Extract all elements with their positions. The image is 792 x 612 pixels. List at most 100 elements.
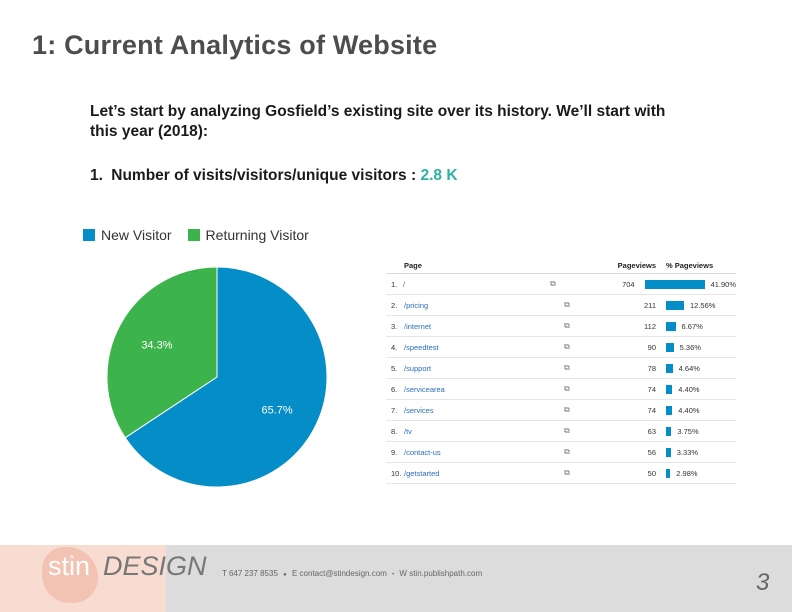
page-link[interactable]: /speedtest xyxy=(404,342,439,352)
legend-label-returning: Returning Visitor xyxy=(205,227,309,243)
table-row: 3. /internet ⧉ 112 6.67% xyxy=(386,316,736,337)
pageviews-value: 56 xyxy=(647,447,656,457)
pct-bar xyxy=(644,279,705,289)
pct-value: 2.98% xyxy=(676,468,698,478)
pageviews-value: 211 xyxy=(644,300,656,310)
bullet-separator-icon: ● xyxy=(283,572,287,578)
pct-value: 5.36% xyxy=(679,342,701,352)
pct-bar xyxy=(666,405,673,415)
visits-point: 1. Number of visits/visitors/unique visi… xyxy=(90,167,458,185)
table-body: 1. / ⧉ 704 41.90% 2. /pricing ⧉ 211 12.56% 3. /inte… xyxy=(386,274,736,484)
pct-bar xyxy=(666,342,674,352)
row-index: 7. xyxy=(391,405,398,415)
pct-bar xyxy=(666,300,684,310)
pct-value: 4.64% xyxy=(678,363,700,373)
pie-slice-new-visitor xyxy=(124,266,328,488)
page-link[interactable]: /tv xyxy=(404,426,412,436)
page-link[interactable]: /internet xyxy=(404,321,432,331)
open-link-icon[interactable]: ⧉ xyxy=(564,468,570,477)
pct-value: 3.75% xyxy=(677,426,699,436)
header-pct-pageviews: % Pageviews xyxy=(666,260,714,270)
intro-text: Let’s start by analyzing Gosfield’s exis… xyxy=(90,103,666,140)
open-link-icon[interactable]: ⧉ xyxy=(564,426,570,435)
pie-slice-returning-visitor xyxy=(106,266,218,439)
pie-label: 65.7% xyxy=(261,404,292,416)
logo-text-stin: stin xyxy=(48,551,91,581)
pct-bar xyxy=(666,426,672,436)
bullet-separator-icon: • xyxy=(392,572,395,578)
table-row: 1. / ⧉ 704 41.90% xyxy=(386,274,736,295)
table-row: 7. /services ⧉ 74 4.40% xyxy=(386,400,736,421)
table-row: 6. /servicearea ⧉ 74 4.40% xyxy=(386,379,736,400)
point-number: 1. xyxy=(90,167,103,184)
row-index: 6. xyxy=(391,384,398,394)
pct-value: 4.40% xyxy=(678,405,700,415)
table-header: Page Pageviews % Pageviews xyxy=(386,257,736,274)
row-index: 3. xyxy=(391,321,398,331)
page-link[interactable]: /getstarted xyxy=(404,468,440,478)
pct-value: 3.33% xyxy=(676,447,699,457)
open-link-icon[interactable]: ⧉ xyxy=(564,300,570,309)
row-index: 5. xyxy=(391,363,398,373)
table-row: 9. /contact-us ⧉ 56 3.33% xyxy=(386,442,736,463)
pct-bar xyxy=(666,468,671,478)
legend-item-returning: Returning Visitor xyxy=(187,227,309,243)
pageviews-value: 74 xyxy=(647,384,656,394)
row-index: 1. xyxy=(391,279,398,289)
contact-web: W stin.publishpath.com xyxy=(399,569,483,578)
row-index: 4. xyxy=(391,342,398,352)
contact-info: T 647 237 8535 ● E contact@stindesign.co… xyxy=(222,569,482,578)
header-pageviews: Pageviews xyxy=(617,260,656,270)
page-link[interactable]: /pricing xyxy=(404,300,429,310)
pageviews-value: 78 xyxy=(647,363,656,373)
legend-item-new: New Visitor xyxy=(83,227,172,243)
pct-value: 6.67% xyxy=(681,321,703,331)
table-row: 4. /speedtest ⧉ 90 5.36% xyxy=(386,337,736,358)
pct-bar xyxy=(666,447,671,457)
legend-label-new: New Visitor xyxy=(101,227,172,243)
open-link-icon[interactable]: ⧉ xyxy=(564,384,570,393)
contact-phone: T 647 237 8535 xyxy=(222,569,278,578)
page-link[interactable]: / xyxy=(402,279,406,289)
pct-value: 12.56% xyxy=(689,300,716,310)
open-link-icon[interactable]: ⧉ xyxy=(564,405,570,414)
open-link-icon[interactable]: ⧉ xyxy=(564,363,570,372)
table-row: 10./getstarted ⧉ 50 2.98% xyxy=(386,463,736,484)
legend-swatch-new xyxy=(83,229,95,241)
open-link-icon[interactable]: ⧉ xyxy=(564,447,570,456)
table-row: 8. /tv ⧉ 63 3.75% xyxy=(386,421,736,442)
pageviews-value: 50 xyxy=(647,468,656,478)
pie-label: 34.3% xyxy=(141,340,172,352)
header-page: Page xyxy=(404,260,422,270)
pageviews-value: 63 xyxy=(647,426,656,436)
page-link[interactable]: /services xyxy=(404,405,434,415)
page-number: 3 xyxy=(756,569,770,596)
pct-value: 4.40% xyxy=(678,384,700,394)
page-link[interactable]: /servicearea xyxy=(404,384,445,394)
pct-bar xyxy=(666,384,673,394)
table-row: 2. /pricing ⧉ 211 12.56% xyxy=(386,295,736,316)
page-link[interactable]: /support xyxy=(404,363,432,373)
row-index: 9. xyxy=(391,447,398,457)
row-index: 10. xyxy=(391,468,402,478)
pageviews-value: 74 xyxy=(647,405,656,415)
pct-bar xyxy=(666,321,676,331)
chart-legend: New Visitor Returning Visitor xyxy=(83,227,325,243)
page-title: 1: Current Analytics of Website xyxy=(32,30,438,60)
pageviews-value: 90 xyxy=(647,342,656,352)
point-value: 2.8 K xyxy=(420,167,458,184)
pct-value: 41.90% xyxy=(710,279,737,289)
row-index: 8. xyxy=(391,426,398,436)
page-link[interactable]: /contact-us xyxy=(404,447,441,457)
pageviews-value: 112 xyxy=(644,321,656,331)
point-label: Number of visits/visitors/unique visitor… xyxy=(111,167,417,184)
contact-email: E contact@stindesign.com xyxy=(292,569,387,578)
legend-swatch-returning xyxy=(187,229,200,241)
open-link-icon[interactable]: ⧉ xyxy=(550,279,556,288)
table-row: 5. /support ⧉ 78 4.64% xyxy=(386,358,736,379)
pct-bar xyxy=(666,363,673,373)
footer: stin DESIGN T 647 237 8535 ● E contact@s… xyxy=(0,545,792,612)
pages-table: Page Pageviews % Pageviews 1. / ⧉ 704 41.90%… xyxy=(386,257,736,484)
open-link-icon[interactable]: ⧉ xyxy=(564,342,570,351)
open-link-icon[interactable]: ⧉ xyxy=(564,321,570,330)
